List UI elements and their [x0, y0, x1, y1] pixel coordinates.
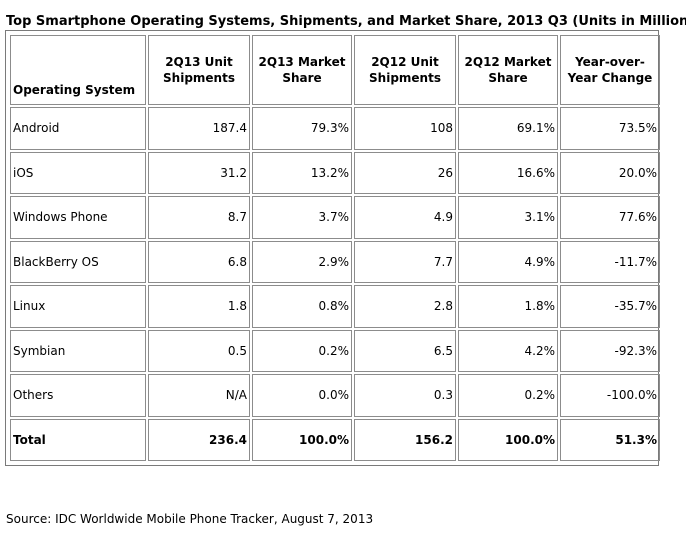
cell-2q13-share: 0.8% — [252, 285, 352, 328]
cell-2q13-shipments: 1.8 — [148, 285, 250, 328]
cell-2q13-share: 13.2% — [252, 151, 352, 194]
header-2q13-share: 2Q13 Market Share — [252, 35, 352, 105]
cell-total-2q13-share: 100.0% — [252, 418, 352, 461]
cell-2q13-shipments: 6.8 — [148, 240, 250, 283]
cell-2q12-share: 69.1% — [458, 107, 558, 150]
cell-2q13-shipments: 187.4 — [148, 107, 250, 150]
cell-2q12-shipments: 7.7 — [354, 240, 456, 283]
header-2q12-share: 2Q12 Market Share — [458, 35, 558, 105]
cell-2q13-shipments: N/A — [148, 374, 250, 417]
cell-os-name: Symbian — [10, 329, 146, 372]
table-row: BlackBerry OS 6.8 2.9% 7.7 4.9% -11.7% — [10, 240, 660, 283]
cell-total-label: Total — [10, 418, 146, 461]
cell-os-name: Android — [10, 107, 146, 150]
cell-2q13-share: 3.7% — [252, 196, 352, 239]
cell-yoy-change: 73.5% — [560, 107, 660, 150]
table-row: Others N/A 0.0% 0.3 0.2% -100.0% — [10, 374, 660, 417]
table-row: Android 187.4 79.3% 108 69.1% 73.5% — [10, 107, 660, 150]
table-row: iOS 31.2 13.2% 26 16.6% 20.0% — [10, 151, 660, 194]
cell-yoy-change: 77.6% — [560, 196, 660, 239]
source-note: Source: IDC Worldwide Mobile Phone Track… — [6, 512, 374, 526]
cell-total-2q12-shipments: 156.2 — [354, 418, 456, 461]
cell-yoy-change: 20.0% — [560, 151, 660, 194]
total-row: Total 236.4 100.0% 156.2 100.0% 51.3% — [10, 418, 660, 461]
cell-2q13-shipments: 31.2 — [148, 151, 250, 194]
header-2q13-shipments: 2Q13 Unit Shipments — [148, 35, 250, 105]
cell-2q13-shipments: 8.7 — [148, 196, 250, 239]
table-row: Windows Phone 8.7 3.7% 4.9 3.1% 77.6% — [10, 196, 660, 239]
cell-os-name: iOS — [10, 151, 146, 194]
cell-2q12-share: 4.2% — [458, 329, 558, 372]
cell-yoy-change: -100.0% — [560, 374, 660, 417]
cell-2q13-share: 79.3% — [252, 107, 352, 150]
cell-os-name: BlackBerry OS — [10, 240, 146, 283]
cell-2q12-shipments: 4.9 — [354, 196, 456, 239]
cell-total-yoy-change: 51.3% — [560, 418, 660, 461]
header-operating-system: Operating System — [10, 35, 146, 105]
cell-2q12-shipments: 26 — [354, 151, 456, 194]
header-yoy-change: Year-over- Year Change — [560, 35, 660, 105]
cell-yoy-change: -92.3% — [560, 329, 660, 372]
table-row: Symbian 0.5 0.2% 6.5 4.2% -92.3% — [10, 329, 660, 372]
cell-yoy-change: -11.7% — [560, 240, 660, 283]
cell-os-name: Others — [10, 374, 146, 417]
cell-2q13-share: 0.0% — [252, 374, 352, 417]
cell-2q12-shipments: 6.5 — [354, 329, 456, 372]
cell-2q12-share: 0.2% — [458, 374, 558, 417]
cell-2q12-share: 3.1% — [458, 196, 558, 239]
cell-os-name: Linux — [10, 285, 146, 328]
cell-os-name: Windows Phone — [10, 196, 146, 239]
data-table-frame: Operating System 2Q13 Unit Shipments 2Q1… — [5, 30, 662, 466]
cell-2q12-shipments: 108 — [354, 107, 456, 150]
table-title: Top Smartphone Operating Systems, Shipme… — [6, 14, 686, 29]
cell-total-2q12-share: 100.0% — [458, 418, 558, 461]
cell-2q12-share: 16.6% — [458, 151, 558, 194]
cell-2q13-shipments: 0.5 — [148, 329, 250, 372]
cell-2q13-share: 2.9% — [252, 240, 352, 283]
table-row: Linux 1.8 0.8% 2.8 1.8% -35.7% — [10, 285, 660, 328]
header-row: Operating System 2Q13 Unit Shipments 2Q1… — [10, 35, 660, 105]
cell-2q12-share: 1.8% — [458, 285, 558, 328]
cell-yoy-change: -35.7% — [560, 285, 660, 328]
shipments-table: Operating System 2Q13 Unit Shipments 2Q1… — [8, 33, 662, 463]
cell-2q12-shipments: 2.8 — [354, 285, 456, 328]
cell-total-2q13-shipments: 236.4 — [148, 418, 250, 461]
cell-2q13-share: 0.2% — [252, 329, 352, 372]
header-2q12-shipments: 2Q12 Unit Shipments — [354, 35, 456, 105]
cell-2q12-share: 4.9% — [458, 240, 558, 283]
cell-2q12-shipments: 0.3 — [354, 374, 456, 417]
